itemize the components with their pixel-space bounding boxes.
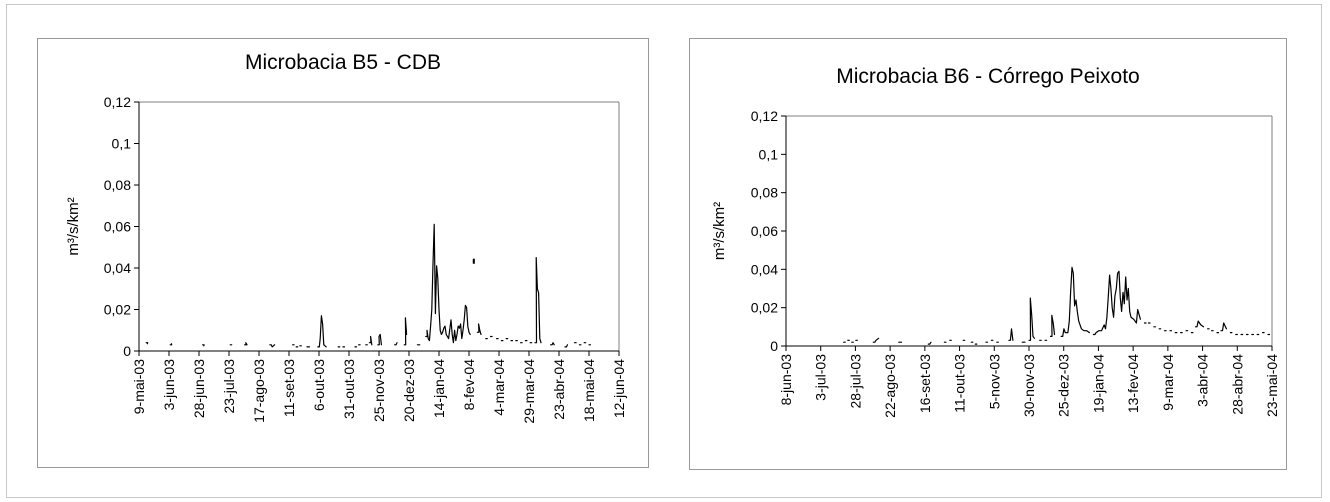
x-tick-label: 3-jun-03	[161, 359, 177, 411]
y-tick-label: 0,08	[104, 177, 131, 193]
y-tick-label: 0,06	[751, 223, 778, 239]
y-tick-label: 0,08	[751, 185, 778, 201]
y-tick-label: 0,02	[751, 300, 778, 316]
y-axis-label: m³/s/km²	[711, 202, 728, 260]
figure-frame	[6, 4, 1322, 498]
y-tick-label: 0,1	[112, 136, 132, 152]
x-tick-label: 6-out-03	[311, 359, 327, 411]
x-tick-label: 14-jan-04	[431, 359, 447, 418]
data-point	[472, 260, 475, 264]
chart-title: Microbacia B6 - Córrego Peixoto	[836, 65, 1140, 88]
series-line	[145, 223, 592, 348]
chart-b5: Microbacia B5 - CDB 0 0,02 0,04 0,06 0,08 0,1…	[37, 38, 649, 468]
y-tick-label: 0,1	[759, 146, 779, 162]
chart-b6-plot: 0 0,02 0,04 0,06 0,08 0,1 0,12 8-jun-03 3-jul-03…	[711, 108, 1280, 418]
x-tick-label: 23-mai-04	[1264, 354, 1280, 417]
series-line	[843, 266, 1271, 345]
x-tick-label: 12-jun-04	[611, 359, 627, 418]
x-tick-label: 25-nov-03	[371, 359, 387, 422]
x-tick-label: 20-dez-03	[401, 359, 417, 422]
x-tick-label: 16-set-03	[917, 354, 933, 413]
x-tick-label: 11-set-03	[281, 359, 297, 417]
y-axis-label: m³/s/km²	[65, 197, 82, 255]
x-tick-label: 30-nov-03	[1021, 354, 1037, 417]
x-tick-label: 29-mar-04	[521, 359, 537, 424]
x-tick-label: 31-out-03	[341, 359, 357, 419]
y-tick-label: 0,12	[751, 108, 778, 124]
x-tick-label: 9-mar-04	[1160, 354, 1176, 411]
x-tick-label: 5-nov-03	[986, 354, 1002, 409]
x-tick-label: 28-jun-03	[191, 359, 207, 418]
y-tick-label: 0,04	[104, 260, 131, 276]
x-tick-label: 4-mar-04	[491, 359, 507, 416]
x-tick-label: 8-fev-04	[461, 359, 477, 411]
x-tick-label: 13-fev-04	[1125, 354, 1141, 413]
x-tick-label: 28-jul-03	[847, 354, 863, 409]
y-tick-label: 0,04	[751, 261, 778, 277]
x-tick-label: 11-out-03	[952, 354, 968, 413]
x-tick-label: 17-ago-03	[251, 359, 267, 423]
x-tick-label: 9-mai-03	[131, 359, 147, 414]
x-tick-label: 19-jan-04	[1090, 354, 1106, 413]
x-tick-label: 28-abr-04	[1229, 354, 1245, 415]
x-tick-label: 8-jun-03	[778, 354, 794, 406]
x-tick-label: 23-jul-03	[221, 359, 237, 414]
x-tick-label: 3-abr-04	[1195, 354, 1211, 407]
y-tick-label: 0,12	[104, 94, 131, 110]
x-tick-label: 23-abr-04	[551, 359, 567, 420]
y-tick-label: 0,06	[104, 219, 131, 235]
x-tick-label: 3-jul-03	[813, 354, 829, 401]
data-point	[472, 258, 475, 262]
chart-b5-plot: 0 0,02 0,04 0,06 0,08 0,1 0,12 9-mai-03 3-jun-03…	[65, 94, 627, 424]
x-tick-label: 18-mai-04	[581, 359, 597, 422]
x-tick-label: 22-ago-03	[882, 354, 898, 418]
chart-title: Microbacia B5 - CDB	[244, 51, 442, 74]
y-tick-label: 0	[123, 343, 131, 359]
y-tick-label: 0	[770, 338, 778, 354]
x-tick-label: 25-dez-03	[1056, 354, 1072, 417]
y-tick-label: 0,02	[104, 302, 131, 318]
chart-b6: Microbacia B6 - Córrego Peixoto 0 0,02 0,0…	[689, 38, 1287, 470]
